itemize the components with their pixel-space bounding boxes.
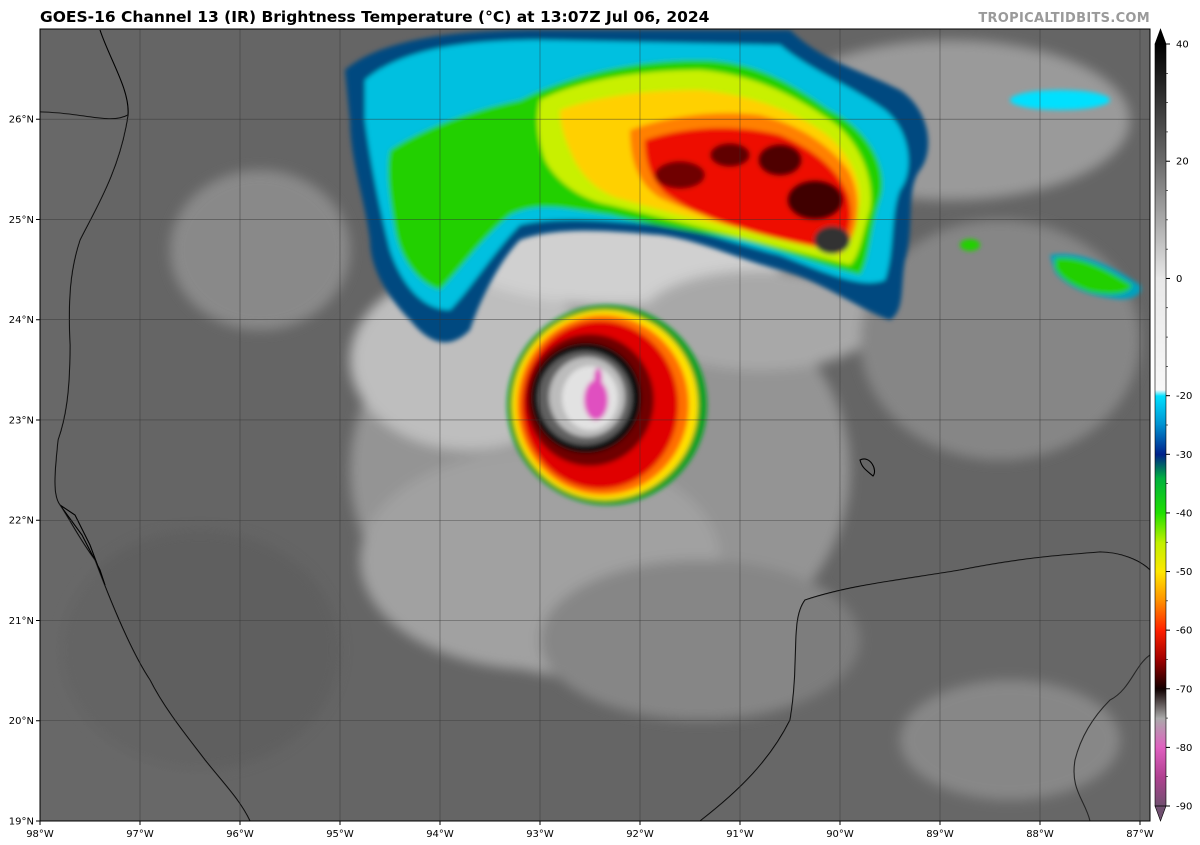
lat-tick-label: 23°N [9,415,34,426]
gridlines [40,29,1150,821]
colorbar-tick-label: 0 [1176,274,1182,285]
colorbar-tick-label: -50 [1176,567,1192,578]
colorbar-segment [1155,395,1166,426]
colorbar-segment [1155,278,1166,391]
imagery-layer [40,29,1150,821]
lat-tick-label: 24°N [9,315,34,326]
eastern-cell [960,90,1141,300]
colorbar-segment [1155,747,1166,778]
lon-tick-label: 97°W [126,829,154,840]
lat-tick-label: 22°N [9,516,34,527]
lon-tick-label: 96°W [226,829,254,840]
colorbar-segment [1155,688,1166,719]
lat-tick-label: 26°N [9,115,34,126]
colorbar-tick-label: 40 [1176,40,1189,51]
colorbar-segment [1155,389,1166,397]
plot-frame [39,28,1151,822]
lat-tick-label: 19°N [9,817,34,828]
lon-tick-label: 87°W [1126,829,1154,840]
colorbar: 40 20 0 -20 -30 -40 -50 -60 -70 -80 -90 [1154,28,1192,822]
lon-tick-label: 94°W [426,829,454,840]
lon-tick-label: 92°W [626,829,654,840]
map-title: GOES-16 Channel 13 (IR) Brightness Tempe… [40,8,710,26]
colorbar-segment [1155,542,1166,573]
colorbar-segment [1155,600,1166,631]
latitude-axis: 19°N 20°N 21°N 22°N 23°N 24°N 25°N 26°N [9,115,40,828]
colorbar-segment [1155,161,1166,279]
lon-tick-label: 95°W [326,829,354,840]
colorbar-tick-label: -30 [1176,450,1192,461]
colorbar-segment [1155,718,1166,748]
colorbar-min-extension [1154,805,1167,822]
mexico-land [40,112,250,821]
lon-tick-label: 90°W [826,829,854,840]
colorbar-segment [1155,630,1166,660]
colorbar-tick-label: -40 [1176,508,1192,519]
storm-core [507,305,707,505]
colorbar-segment [1155,454,1166,479]
colorbar-tick-label: -20 [1176,391,1192,402]
colorbar-max-extension [1154,28,1167,45]
coastlines [40,29,1150,821]
lon-tick-label: 93°W [526,829,554,840]
colorbar-segment [1155,512,1166,543]
colorbar-segment [1155,571,1166,602]
colorbar-segment [1155,44,1166,162]
colorbar-tick-label: 20 [1176,157,1189,168]
lat-tick-label: 21°N [9,616,34,627]
colorbar-segment [1155,659,1166,690]
lon-tick-label: 88°W [1026,829,1054,840]
colorbar-segment [1155,425,1166,455]
lon-tick-label: 98°W [26,829,54,840]
colorbar-segment [1155,776,1166,807]
colorbar-segment [1155,477,1166,514]
lat-tick-label: 25°N [9,215,34,226]
northern-convection [345,30,929,343]
colorbar-tick-label: -60 [1176,626,1192,637]
lon-tick-label: 91°W [726,829,754,840]
colorbar-tick-label: -90 [1176,802,1192,813]
colorbar-tick-label: -80 [1176,743,1192,754]
credit-label: TROPICALTIDBITS.COM [978,11,1150,26]
lat-tick-label: 20°N [9,716,34,727]
colorbar-tick-label: -70 [1176,684,1192,695]
yucatan-land [700,552,1150,821]
lon-tick-label: 89°W [926,829,954,840]
longitude-axis: 98°W 97°W 96°W 95°W 94°W 93°W 92°W 91°W 90°W 89°W… [26,821,1154,840]
